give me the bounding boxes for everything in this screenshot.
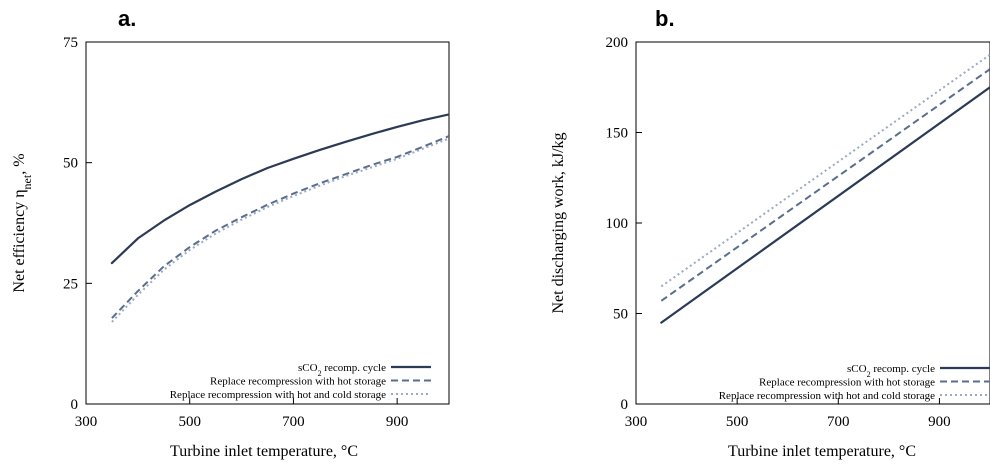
y-tick-label: 50 xyxy=(613,307,628,323)
y-axis-label: Net efficiency ηnet, % xyxy=(11,153,34,292)
plot-area xyxy=(110,113,449,323)
y-tick-label: 75 xyxy=(63,35,78,51)
legend-label: Replace recompression with hot storage xyxy=(759,377,935,389)
x-tick-label: 700 xyxy=(827,414,850,430)
y-tick-label: 200 xyxy=(606,35,629,51)
x-tick-label: 900 xyxy=(386,414,409,430)
legend-label: Replace recompression with hot storage xyxy=(210,376,386,388)
series-line-3 xyxy=(111,137,449,323)
y-tick-label: 25 xyxy=(63,276,78,292)
plot-frame xyxy=(635,41,990,405)
y-tick-label: 0 xyxy=(71,397,79,413)
x-axis-label: Turbine inlet temperature, °C xyxy=(170,443,358,460)
y-tick-label: 50 xyxy=(63,156,78,172)
series-line-1 xyxy=(660,86,990,324)
x-tick-label: 900 xyxy=(928,414,951,430)
plot-area xyxy=(660,53,990,324)
legend-label: Replace recompression with hot and cold … xyxy=(170,389,386,401)
x-tick-label: 300 xyxy=(75,414,98,430)
legend-label: sCO2 recomp. cycle xyxy=(298,362,386,378)
y-axis-label: Net discharging work, kJ/kg xyxy=(550,132,567,313)
series-line-3 xyxy=(660,53,990,288)
series-line-2 xyxy=(111,135,449,319)
panel-letter: b. xyxy=(655,6,675,31)
x-tick-label: 700 xyxy=(282,414,305,430)
y-tick-label: 0 xyxy=(621,397,629,413)
panel-letter: a. xyxy=(118,6,136,31)
y-tick-label: 100 xyxy=(606,216,629,232)
legend-label: sCO2 recomp. cycle xyxy=(847,363,935,379)
y-tick-label: 150 xyxy=(606,126,629,142)
x-axis-label: Turbine inlet temperature, °C xyxy=(728,443,916,460)
series-line-1 xyxy=(110,113,449,265)
legend-label: Replace recompression with hot and cold … xyxy=(719,390,935,402)
chart-panel-b: b. 0 50 100 150 200 300 500 700 900 Turbine inlet … xyxy=(550,6,990,460)
series-line-2 xyxy=(660,68,990,302)
chart-panel-a: a. 0 25 50 75 300 500 700 900 Turbine inlet tempe… xyxy=(11,6,450,460)
x-tick-label: 500 xyxy=(178,414,201,430)
x-tick-label: 500 xyxy=(726,414,749,430)
plot-frame xyxy=(85,41,450,405)
x-tick-label: 300 xyxy=(625,414,648,430)
